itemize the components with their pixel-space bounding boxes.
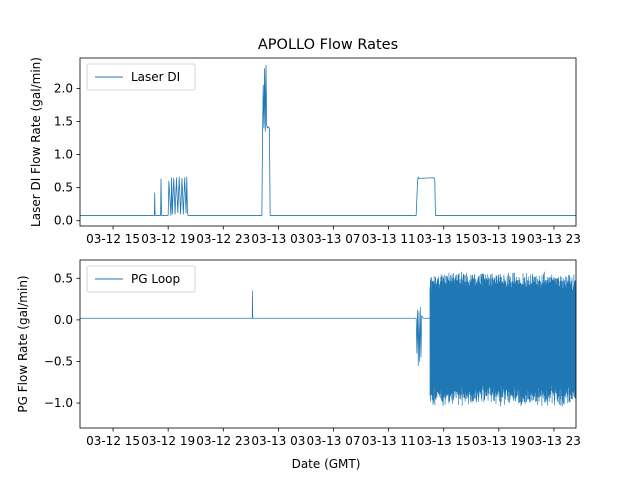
laser-di-y-tick-label: 2.0: [54, 81, 73, 95]
laser-di-x-tick-label: 03-13 15: [417, 232, 471, 246]
laser-di-chart: APOLLO Flow Rates 03-12 15 03-12 19 03-12 …: [29, 37, 581, 246]
laser-di-x-tick-label: 03-13 11: [362, 232, 416, 246]
pg-loop-y-tick-label: 0.5: [54, 271, 73, 285]
laser-di-x-tick-label: 03-13 03: [251, 232, 305, 246]
pg-loop-axes-frame: [79, 259, 577, 429]
laser-di-y-tick-label: 0.5: [54, 181, 73, 195]
pg-loop-x-tick-label: 03-12 19: [141, 434, 195, 448]
pg-loop-plot-area: [80, 271, 576, 407]
pg-loop-y-tick-label: 0.0: [54, 313, 73, 327]
laser-di-x-tick-label: 03-12 23: [196, 232, 250, 246]
pg-loop-x-tick-label: 03-13 23: [527, 434, 581, 448]
pg-loop-legend-box: [86, 265, 196, 293]
x-axis-label: Date (GMT): [292, 457, 361, 471]
laser-di-x-tick-label: 03-12 19: [141, 232, 195, 246]
laser-di-x-tick-label: 03-13 23: [527, 232, 581, 246]
laser-di-x-tick-label: 03-12 15: [86, 232, 140, 246]
laser-di-series-group: [80, 64, 576, 216]
laser-di-y-axis: 0.0 0.5 1.0 1.5 2.0: [54, 81, 80, 228]
laser-di-x-axis: 03-12 15 03-12 19 03-12 23 03-13 03 03-13 07…: [86, 226, 581, 246]
pg-loop-y-axis-label: PG Flow Rate (gal/min): [16, 275, 30, 412]
pg-loop-series-group: [80, 271, 576, 407]
pg-loop-x-axis: 03-12 15 03-12 19 03-12 23 03-13 03 03-13 07…: [86, 428, 581, 448]
pg-loop-y-tick-label: −1.0: [44, 396, 73, 410]
laser-di-y-tick-label: 0.0: [54, 214, 73, 228]
pg-loop-x-tick-label: 03-12 15: [86, 434, 140, 448]
laser-di-y-tick-label: 1.5: [54, 114, 73, 128]
laser-di-legend-label: Laser DI: [131, 70, 180, 84]
pg-loop-legend: PG Loop: [86, 265, 196, 293]
laser-di-axes-frame: [79, 57, 577, 227]
pg-loop-y-axis: 0.5 0.0 −0.5 −1.0: [44, 271, 80, 410]
laser-di-legend: Laser DI: [86, 63, 196, 91]
pg-loop-y-tick-label: −0.5: [44, 354, 73, 368]
laser-di-legend-box: [86, 63, 196, 91]
pg-loop-x-tick-label: 03-13 11: [362, 434, 416, 448]
laser-di-y-axis-label: Laser DI Flow Rate (gal/min): [29, 57, 43, 227]
laser-di-series-line: [80, 64, 576, 216]
laser-di-x-tick-label: 03-13 07: [307, 232, 361, 246]
pg-loop-x-tick-label: 03-12 23: [196, 434, 250, 448]
pg-loop-x-tick-label: 03-13 07: [307, 434, 361, 448]
pg-loop-legend-label: PG Loop: [131, 272, 180, 286]
pg-loop-x-tick-label: 03-13 03: [251, 434, 305, 448]
pg-loop-series-line: [80, 271, 576, 407]
laser-di-plot-area: [80, 64, 576, 216]
laser-di-x-tick-label: 03-13 19: [472, 232, 526, 246]
pg-loop-x-tick-label: 03-13 15: [417, 434, 471, 448]
pg-loop-x-tick-label: 03-13 19: [472, 434, 526, 448]
chart-title: APOLLO Flow Rates: [258, 37, 398, 53]
laser-di-y-tick-label: 1.0: [54, 148, 73, 162]
pg-loop-chart: 03-12 15 03-12 19 03-12 23 03-13 03 03-13 07…: [16, 259, 581, 471]
